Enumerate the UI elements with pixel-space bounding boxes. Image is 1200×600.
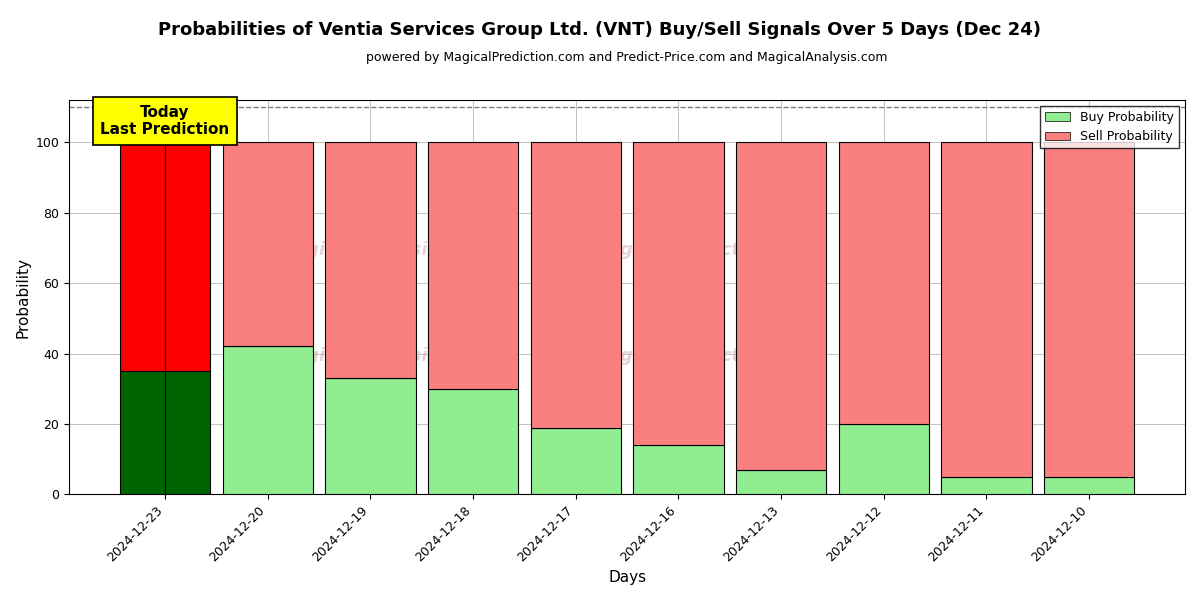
- Text: MagicalAnalysis.com: MagicalAnalysis.com: [276, 241, 487, 259]
- Bar: [325, 142, 415, 378]
- Bar: [1044, 477, 1134, 494]
- Title: powered by MagicalPrediction.com and Predict-Price.com and MagicalAnalysis.com: powered by MagicalPrediction.com and Pre…: [366, 51, 888, 64]
- Bar: [736, 142, 827, 470]
- Bar: [120, 142, 166, 371]
- Bar: [634, 142, 724, 445]
- Bar: [222, 346, 313, 494]
- Text: MagicalAnalysis.com: MagicalAnalysis.com: [276, 347, 487, 365]
- Bar: [166, 371, 210, 494]
- Bar: [530, 428, 620, 494]
- Bar: [634, 445, 724, 494]
- Bar: [120, 371, 166, 494]
- Bar: [839, 424, 929, 494]
- Bar: [736, 470, 827, 494]
- Bar: [1044, 142, 1134, 477]
- Bar: [325, 378, 415, 494]
- Bar: [941, 142, 1032, 477]
- Bar: [428, 142, 518, 389]
- Bar: [941, 477, 1032, 494]
- Text: MagicalPrediction.com: MagicalPrediction.com: [590, 347, 820, 365]
- Text: Probabilities of Ventia Services Group Ltd. (VNT) Buy/Sell Signals Over 5 Days (: Probabilities of Ventia Services Group L…: [158, 21, 1042, 39]
- Bar: [530, 142, 620, 428]
- Bar: [839, 142, 929, 424]
- Y-axis label: Probability: Probability: [16, 257, 30, 338]
- Bar: [428, 389, 518, 494]
- Bar: [166, 142, 210, 371]
- Bar: [222, 142, 313, 346]
- X-axis label: Days: Days: [608, 570, 646, 585]
- Text: MagicalPrediction.com: MagicalPrediction.com: [590, 241, 820, 259]
- Legend: Buy Probability, Sell Probability: Buy Probability, Sell Probability: [1040, 106, 1178, 148]
- Text: Today
Last Prediction: Today Last Prediction: [101, 105, 229, 137]
